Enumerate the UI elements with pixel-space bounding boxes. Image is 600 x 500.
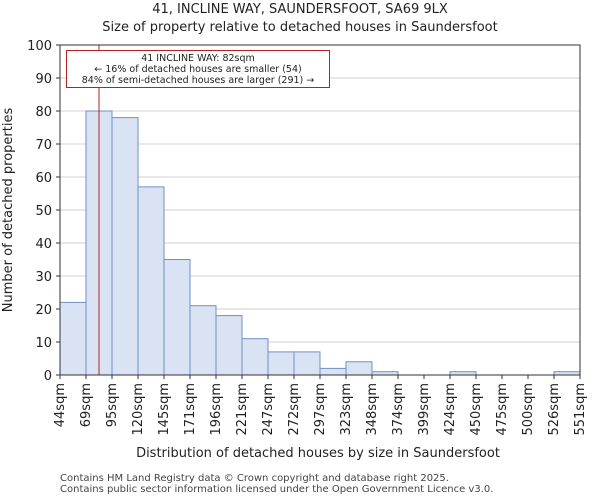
x-tick-label: 450sqm: [469, 383, 484, 436]
x-tick-label: 551sqm: [573, 383, 588, 436]
bar: [163, 259, 191, 376]
plot-frame: [59, 44, 581, 376]
bar: [241, 338, 269, 376]
bar: [319, 367, 347, 376]
chart-subtitle: Size of property relative to detached ho…: [102, 20, 498, 35]
x-tick-label: 526sqm: [547, 383, 562, 436]
bar: [137, 186, 165, 376]
annotation-line-1: 41 INCLINE WAY: 82sqm: [141, 53, 255, 64]
bar: [215, 315, 243, 376]
bar: [293, 351, 321, 376]
bar: [59, 301, 87, 376]
y-tick-label: 10: [35, 336, 52, 351]
y-tick-label: 90: [35, 72, 52, 87]
bar: [345, 361, 373, 376]
x-tick-label: 120sqm: [131, 383, 146, 436]
annotation-line-3: 84% of semi-detached houses are larger (…: [81, 75, 315, 86]
x-tick-label: 500sqm: [521, 383, 536, 436]
x-axis-label: Distribution of detached houses by size …: [136, 446, 500, 461]
x-tick-label: 247sqm: [261, 383, 276, 436]
bar: [111, 117, 139, 376]
bar: [189, 305, 217, 376]
y-tick-label: 70: [35, 138, 52, 153]
bar: [267, 351, 295, 376]
footer-line-1: Contains HM Land Registry data © Crown c…: [60, 473, 449, 484]
x-tick-label: 297sqm: [313, 383, 328, 436]
x-tick-label: 399sqm: [417, 383, 432, 436]
x-tick-label: 221sqm: [235, 383, 250, 436]
x-tick-label: 272sqm: [287, 383, 302, 436]
y-tick-label: 30: [35, 270, 52, 285]
chart-title: 41, INCLINE WAY, SAUNDERSFOOT, SA69 9LX: [152, 2, 448, 17]
annotation-box: 41 INCLINE WAY: 82sqm ← 16% of detached …: [66, 50, 330, 88]
y-tick-label: 100: [27, 39, 52, 54]
y-axis-ticks: 0 10 20 30 40 50 60 70 80 90 100: [27, 39, 60, 384]
x-axis-ticks: 44sqm 69sqm 95sqm 120sqm 145sqm 171sqm 196sqm 2…: [53, 375, 588, 436]
y-tick-label: 80: [35, 105, 52, 120]
y-tick-label: 60: [35, 171, 52, 186]
x-tick-label: 374sqm: [391, 383, 406, 436]
x-tick-label: 95sqm: [105, 383, 120, 427]
x-tick-label: 171sqm: [183, 383, 198, 436]
footer-line-2: Contains public sector information licen…: [60, 484, 494, 495]
x-tick-label: 196sqm: [209, 383, 224, 436]
x-tick-label: 145sqm: [157, 383, 172, 436]
y-tick-label: 0: [44, 369, 52, 384]
x-tick-label: 424sqm: [443, 383, 458, 436]
y-tick-label: 20: [35, 303, 52, 318]
annotation-line-2: ← 16% of detached houses are smaller (54…: [94, 64, 302, 75]
y-axis-label: Number of detached properties: [1, 108, 16, 313]
y-tick-label: 50: [35, 204, 52, 219]
x-tick-label: 69sqm: [79, 383, 94, 427]
x-tick-label: 44sqm: [53, 383, 68, 427]
x-tick-label: 348sqm: [365, 383, 380, 436]
x-tick-label: 323sqm: [339, 383, 354, 436]
x-tick-label: 475sqm: [495, 383, 510, 436]
y-tick-label: 40: [35, 237, 52, 252]
